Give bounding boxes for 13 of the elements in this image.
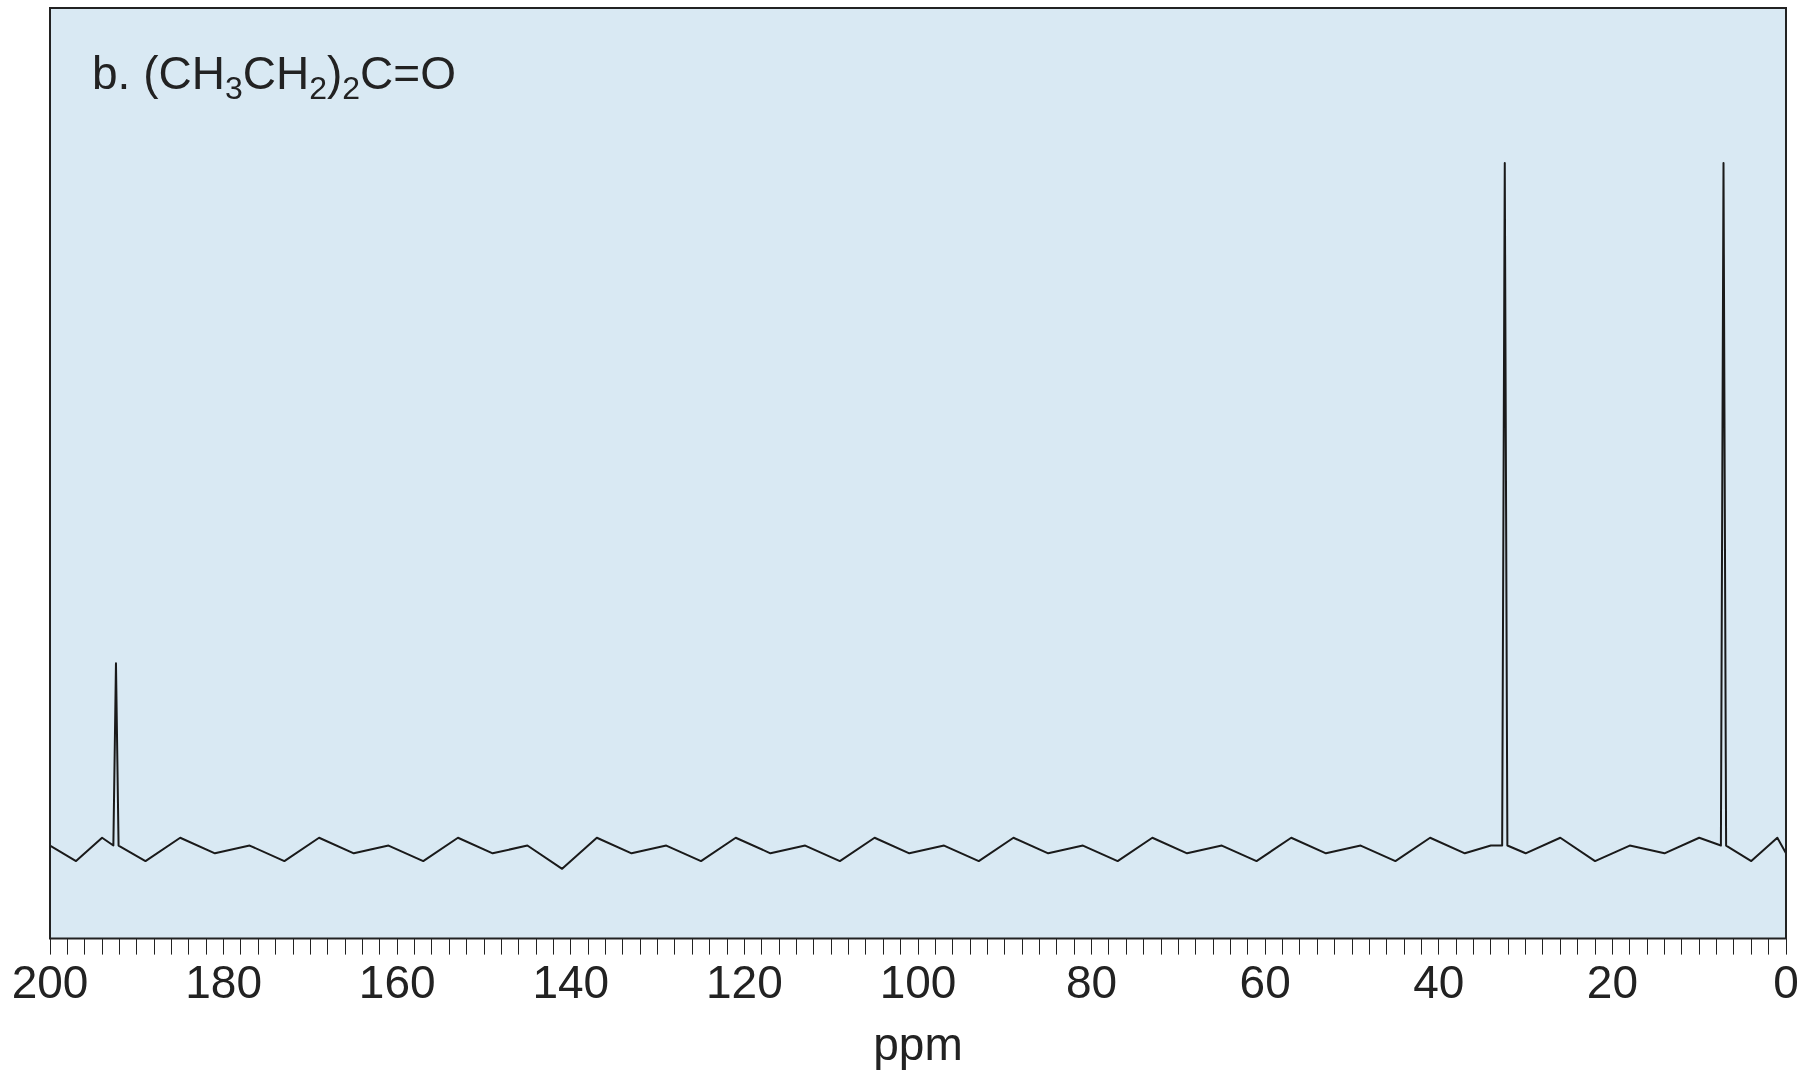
chart-title: b. (CH$_{3}$CH$_{2}$)$_{2}$C=O <box>92 46 456 108</box>
x-tick-label: 20 <box>1586 955 1638 1008</box>
x-tick-label: 60 <box>1239 955 1291 1008</box>
x-tick-label: 160 <box>358 955 436 1008</box>
x-tick-label: 0 <box>1773 955 1799 1008</box>
x-axis-title: ppm <box>873 1018 963 1071</box>
x-tick-label: 40 <box>1413 955 1465 1008</box>
x-tick-label: 120 <box>706 955 783 1008</box>
x-tick-label: 140 <box>532 955 610 1008</box>
x-tick-label: 200 <box>11 955 89 1008</box>
x-tick-label: 80 <box>1066 955 1118 1008</box>
x-tick-label: 100 <box>879 955 957 1008</box>
x-tick-label: 180 <box>185 955 262 1008</box>
